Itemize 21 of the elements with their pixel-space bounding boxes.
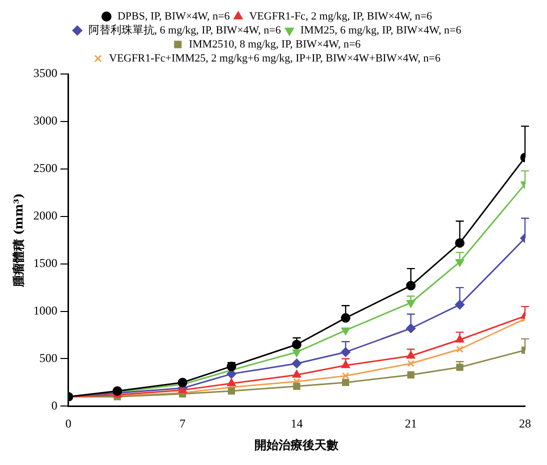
y-tick-label: 2500 xyxy=(33,161,58,176)
x-tick-label: 0 xyxy=(65,416,72,431)
legend-label: IMM2510, 8 mg/kg, IP, BIW×4W, n=6 xyxy=(188,38,362,50)
legend-label: VEGFR1-Fc+IMM25, 2 mg/kg+6 mg/kg, IP+IP, BIW×4W+BIW×4W, n=6 xyxy=(109,52,441,64)
y-axis-title: 腫瘤體積 (mm³) xyxy=(11,193,26,288)
x-tick-label: 14 xyxy=(290,416,303,431)
y-tick-label: 0 xyxy=(51,398,58,412)
x-tick-label: 21 xyxy=(404,416,417,431)
x-tick-label: 7 xyxy=(180,416,186,431)
x-tick-label: 28 xyxy=(519,416,531,431)
legend-label: DPBS, IP, BIW×4W, n=6 xyxy=(117,10,230,22)
y-tick-label: 1000 xyxy=(33,303,58,318)
y-tick-label: 500 xyxy=(39,350,58,365)
y-tick-label: 1500 xyxy=(33,256,58,270)
y-tick-label: 3500 xyxy=(33,66,58,80)
y-tick-label: 2000 xyxy=(33,208,58,223)
y-tick-label: 3000 xyxy=(33,114,58,128)
legend-label: 阿替利珠單抗, 6 mg/kg, IP, BIW×4W, n=6 xyxy=(88,23,282,36)
x-axis-title: 開始治療後天數 xyxy=(254,438,340,452)
legend-label: IMM25, 6 mg/kg, IP, BIW×4W, n=6 xyxy=(300,24,462,36)
legend-label: VEGFR1-Fc, 2 mg/kg, IP, BIW×4W, n=6 xyxy=(249,10,433,22)
